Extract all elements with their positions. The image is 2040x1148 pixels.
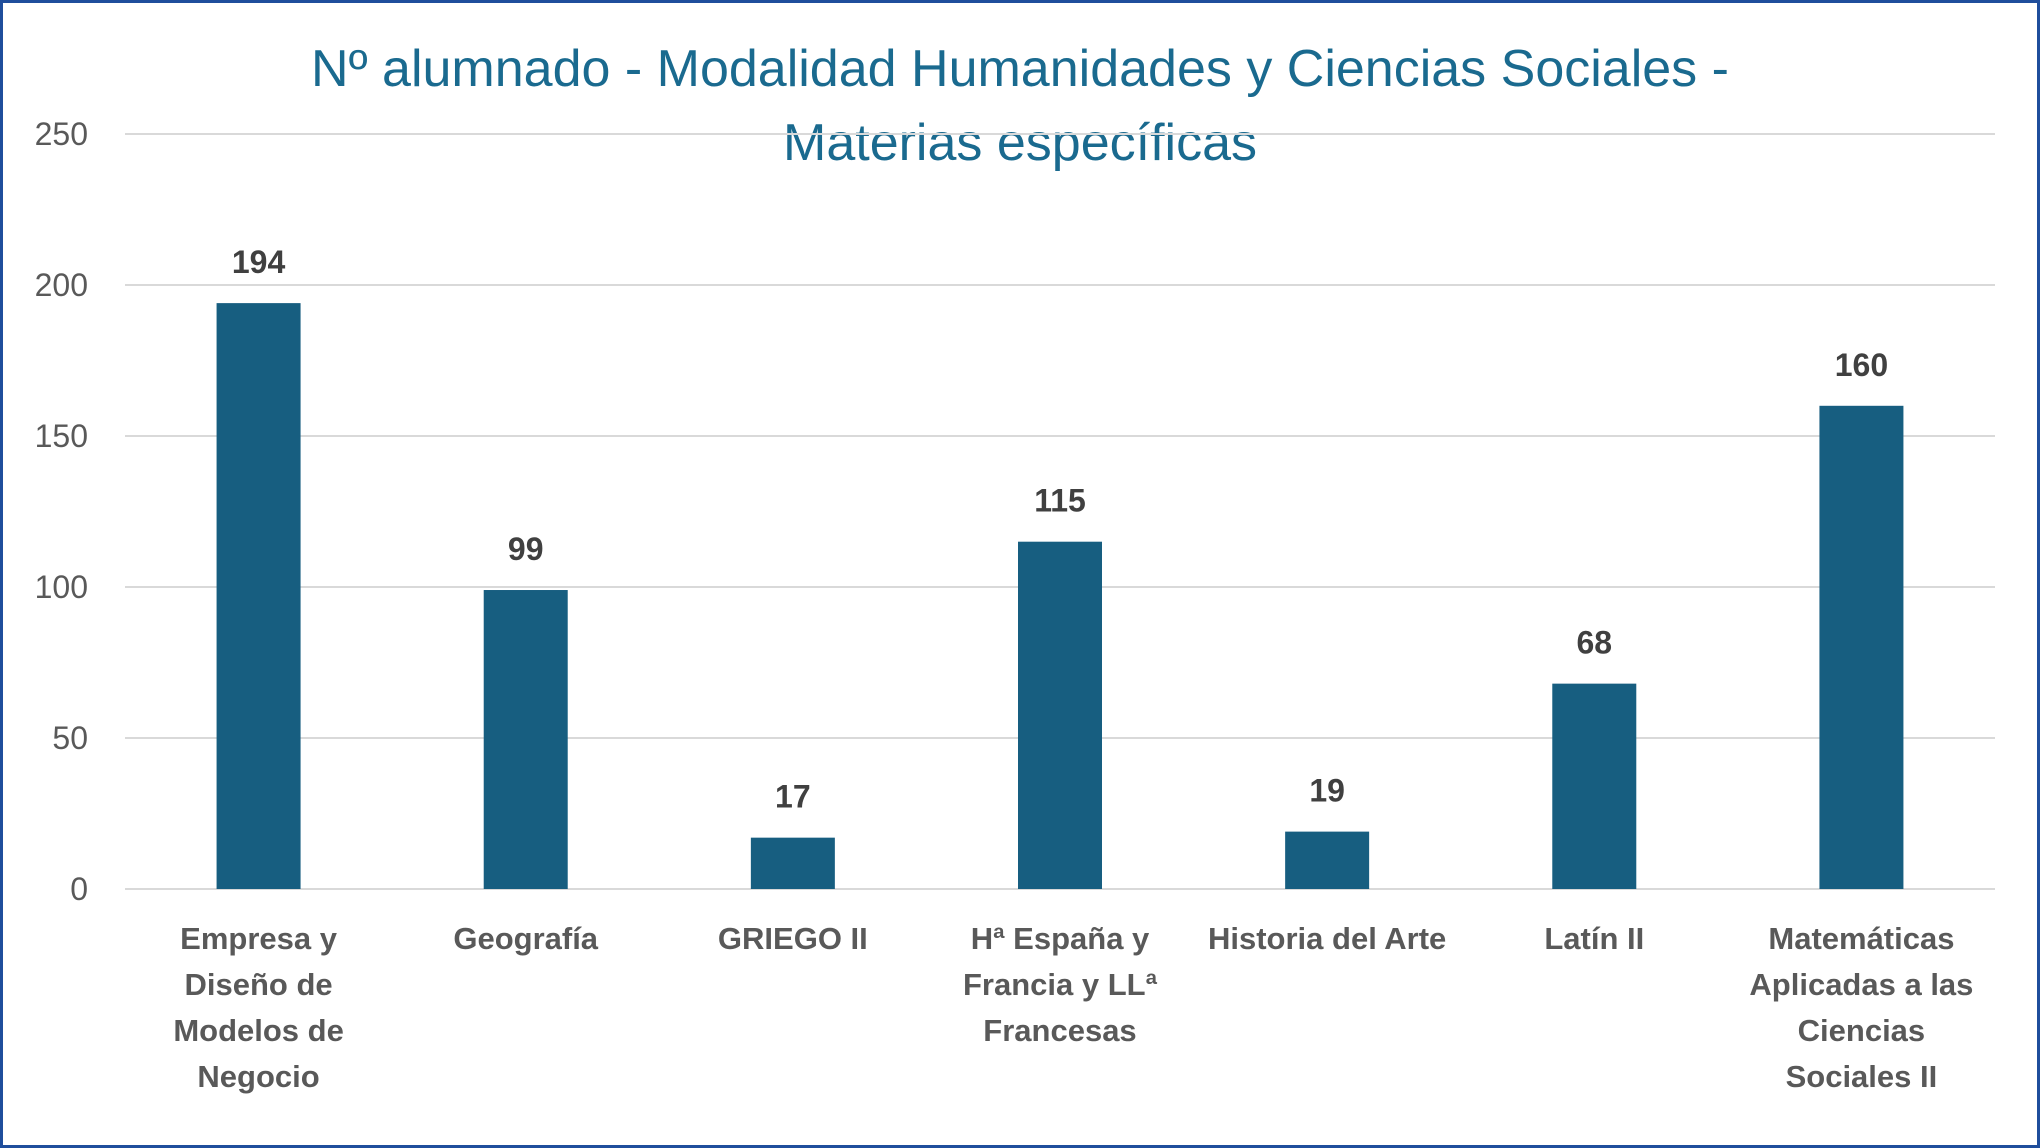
- y-tick-label: 250: [35, 116, 88, 152]
- y-tick-label: 50: [52, 720, 88, 756]
- bar: [216, 303, 301, 889]
- bar: [1018, 541, 1102, 889]
- x-tick-label: Empresa y Diseño de Modelos de Negocio: [173, 921, 344, 1094]
- bar: [1285, 831, 1370, 889]
- data-label: 160: [1835, 347, 1888, 383]
- data-label: 99: [508, 531, 544, 567]
- data-label: 68: [1576, 625, 1612, 661]
- y-tick-label: 100: [35, 569, 88, 605]
- data-label: 17: [775, 779, 811, 815]
- x-tick-label: Geografía: [453, 921, 598, 956]
- data-label: 19: [1309, 773, 1345, 809]
- y-tick-label: 0: [70, 871, 88, 907]
- x-tick-label: Latín II: [1544, 921, 1644, 956]
- x-tick-label: GRIEGO II: [718, 921, 868, 956]
- x-tick-label: Matemáticas Aplicadas a las Ciencias Social…: [1749, 921, 1973, 1094]
- bar: [1552, 683, 1637, 889]
- data-label: 115: [1034, 483, 1086, 519]
- bar: [483, 590, 568, 889]
- y-tick-label: 150: [35, 418, 88, 454]
- x-tick-label: Historia del Arte: [1208, 921, 1446, 956]
- data-label: 194: [232, 244, 286, 280]
- bar: [1819, 405, 1904, 889]
- x-tick-label: Hª España y Francia y LLª Francesas: [963, 921, 1158, 1048]
- bar: [750, 837, 835, 889]
- chart-title: Nº alumnado - Modalidad Humanidades y Ci…: [311, 40, 1729, 172]
- y-tick-label: 200: [35, 267, 88, 303]
